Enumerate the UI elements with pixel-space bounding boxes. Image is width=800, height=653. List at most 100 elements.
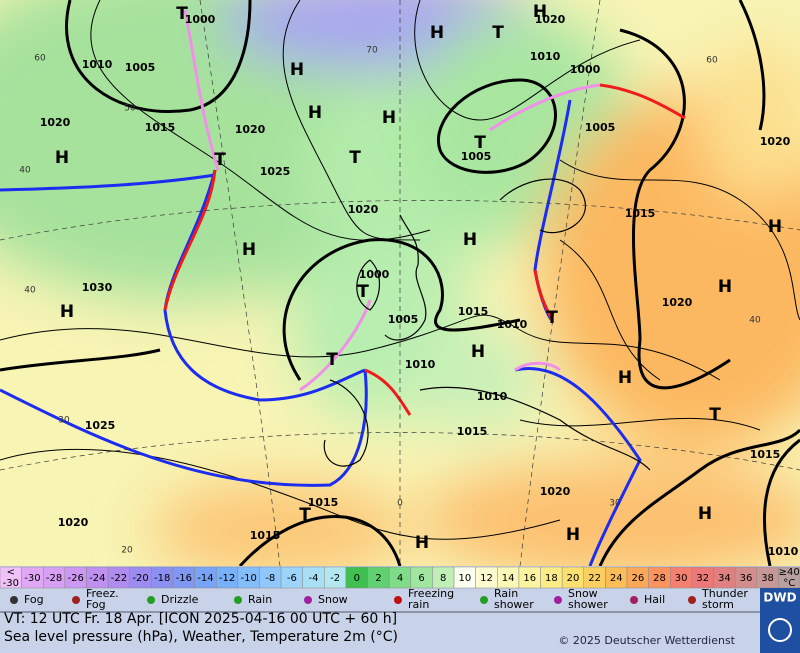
- weather-icon: [394, 596, 402, 604]
- pressure-center: T: [492, 23, 504, 43]
- isobar-label: 1010: [530, 50, 561, 63]
- isobar-label: 1020: [535, 13, 566, 26]
- scale-label: 12: [480, 573, 493, 584]
- pressure-center: H: [308, 103, 322, 123]
- pressure-center: H: [415, 533, 429, 553]
- scale-label: 36: [740, 573, 753, 584]
- isobar-label: 1015: [250, 529, 281, 542]
- scale-label: -24: [89, 573, 105, 584]
- isobar-label: 1020: [540, 485, 571, 498]
- logo-text: DWD: [763, 591, 796, 605]
- scale-label: 26: [631, 573, 644, 584]
- isobar-label: 1015: [308, 496, 339, 509]
- isobar-label: 1000: [570, 63, 601, 76]
- weather-icon: [554, 596, 562, 604]
- scale-label: -20: [132, 573, 148, 584]
- description: Sea level pressure (hPa), Weather, Tempe…: [4, 629, 398, 645]
- pressure-center: T: [357, 282, 369, 302]
- scale-label: -4: [309, 573, 319, 584]
- pressure-center: T: [176, 4, 188, 24]
- isobar-label: 1000: [359, 268, 390, 281]
- scale-label: -28: [46, 573, 62, 584]
- scale-label: 32: [696, 573, 709, 584]
- scale-label: 28: [653, 573, 666, 584]
- scale-label: 0: [354, 573, 360, 584]
- pressure-center: T: [349, 148, 361, 168]
- weather-icon: [234, 596, 242, 604]
- isobar-label: 1010: [768, 545, 799, 558]
- weather-label: Freezing rain: [408, 587, 454, 611]
- scale-label: 22: [588, 573, 601, 584]
- isobar-label: 1000: [185, 13, 216, 26]
- isotherm-label: 50: [124, 104, 136, 114]
- pressure-center: H: [382, 108, 396, 128]
- scale-label: -12: [219, 573, 235, 584]
- scale-label: 8: [440, 573, 446, 584]
- pressure-center: H: [55, 148, 69, 168]
- isobar-label: 1020: [235, 123, 266, 136]
- pressure-center: H: [290, 60, 304, 80]
- scale-label: -16: [176, 573, 192, 584]
- weather-label: Rain shower: [494, 587, 534, 611]
- isobar-label: 1020: [348, 203, 379, 216]
- scale-label: 20: [567, 573, 580, 584]
- weather-icon: [147, 596, 155, 604]
- scale-label: -8: [265, 573, 275, 584]
- weather-icon: [630, 596, 638, 604]
- scale-label: 2: [375, 573, 381, 584]
- isotherm-label: 20: [121, 546, 133, 556]
- isotherm-label: 30: [609, 499, 621, 509]
- scale-label: -26: [68, 573, 84, 584]
- weather-icon: [688, 596, 696, 604]
- scale-label: 6: [418, 573, 424, 584]
- scale-label: 10: [458, 573, 471, 584]
- isobar-label: 1005: [125, 61, 156, 74]
- scale-label: 30: [675, 573, 688, 584]
- scale-label: -6: [287, 573, 297, 584]
- isobar-label: 1015: [750, 448, 781, 461]
- scale-label: 14: [502, 573, 515, 584]
- isobar-label: 1025: [85, 419, 116, 432]
- scale-label: -30: [3, 578, 19, 589]
- isotherm-label: 40: [749, 316, 761, 326]
- isobar-label: 1015: [458, 305, 489, 318]
- weather-icon: [480, 596, 488, 604]
- scale-label: ≥40: [779, 567, 800, 578]
- isotherm-label: 30: [58, 416, 70, 426]
- isobar-label: 1015: [625, 207, 656, 220]
- valid-time: VT: 12 UTC Fr. 18 Apr. [ICON 2025-04-16 …: [4, 611, 397, 627]
- pressure-center: H: [533, 2, 547, 22]
- scale-label: 38: [761, 573, 774, 584]
- logo-box: [760, 588, 800, 653]
- weather-icon: [304, 596, 312, 604]
- isotherm-label: 0: [397, 499, 403, 509]
- isobar-label: 1015: [145, 121, 176, 134]
- pressure-center: H: [718, 277, 732, 297]
- isobar-label: 1010: [497, 318, 528, 331]
- pressure-center: T: [709, 405, 721, 425]
- pressure-center: T: [326, 350, 338, 370]
- weather-icon: [10, 596, 18, 604]
- isobar-label: 1005: [388, 313, 419, 326]
- weather-label: Thunder storm: [701, 587, 748, 611]
- legend: <-30 -30 -28 -26 -24 -22 -20 -18 -16 -14 -12 -10 -8-…: [0, 566, 800, 653]
- weather-label: Snow shower: [568, 587, 608, 611]
- weather-label: Rain: [248, 593, 272, 606]
- pressure-center: H: [768, 217, 782, 237]
- isobar-label: 1005: [585, 121, 616, 134]
- scale-label: °C: [783, 578, 795, 589]
- scale-label: 34: [718, 573, 731, 584]
- isotherm-label: 40: [24, 286, 36, 296]
- weather-label: Snow: [318, 593, 348, 606]
- isobar-label: 1025: [260, 165, 291, 178]
- scale-label: -22: [111, 573, 127, 584]
- scale-label: 4: [397, 573, 403, 584]
- logo-mark: [768, 618, 792, 642]
- pressure-center: T: [546, 308, 558, 328]
- pressure-center: H: [430, 23, 444, 43]
- pressure-center: H: [566, 525, 580, 545]
- map: [0, 0, 800, 566]
- isobar-label: 1010: [477, 390, 508, 403]
- weather-label: Fog: [24, 593, 44, 606]
